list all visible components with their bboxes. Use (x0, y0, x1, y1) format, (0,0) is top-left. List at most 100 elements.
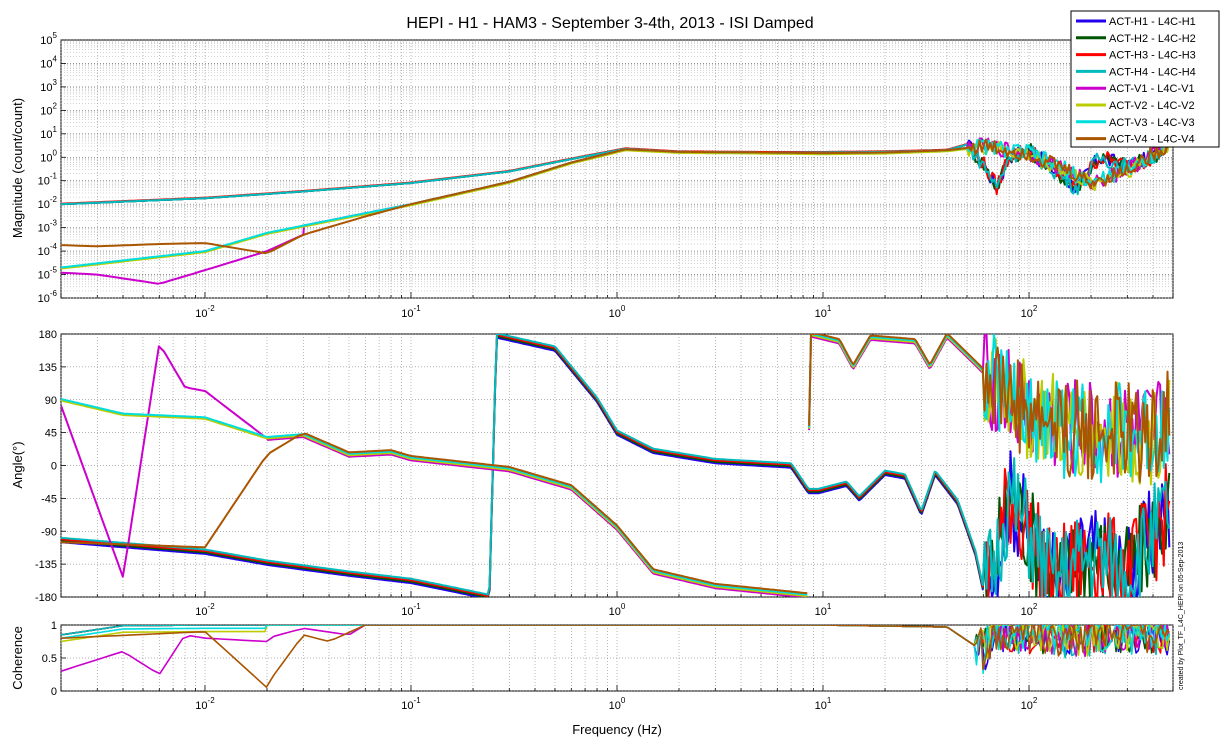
xtick-exponent: 2 (1033, 602, 1038, 611)
ytick-base: 10 (40, 129, 52, 141)
phase-ytick-label: -45 (41, 493, 57, 505)
xtick-exponent: -1 (414, 696, 422, 705)
magnitude-line-8 (61, 138, 1171, 255)
coherence-line-5 (61, 625, 1171, 675)
phase-ytick-label: -180 (35, 592, 57, 604)
ytick-exponent: 2 (53, 101, 58, 110)
xtick-exponent: -2 (208, 696, 216, 705)
xtick-base: 10 (401, 606, 413, 618)
ytick-exponent: 3 (53, 78, 58, 87)
coherence-series-lines (61, 625, 1171, 688)
x-axis-label: Frequency (Hz) (572, 722, 662, 737)
phase-ytick-label: 90 (45, 395, 57, 407)
xtick-base: 10 (609, 606, 621, 618)
creator-note: created by Plot_TF_L4C_HEPI on 05-Sep-20… (1178, 542, 1185, 690)
xtick-exponent: 1 (827, 304, 832, 313)
ytick-exponent: -1 (50, 172, 58, 181)
magnitude-xtick-label: 102 (1021, 304, 1038, 320)
phase-ytick-label: 0 (51, 461, 57, 473)
xtick-exponent: 0 (621, 304, 626, 313)
legend: ACT-H1 - L4C-H1 ACT-H2 - L4C-H2 ACT-H3 - L… (1070, 10, 1220, 148)
xtick-exponent: 0 (621, 602, 626, 611)
legend-label: ACT-V3 - L4C-V3 (1109, 117, 1195, 129)
legend-label: ACT-V4 - L4C-V4 (1109, 134, 1195, 146)
coherence-line-8 (61, 625, 1170, 688)
legend-label: ACT-V1 - L4C-V1 (1109, 83, 1195, 95)
xtick-exponent: 2 (1033, 304, 1038, 313)
magnitude-xtick-label: 10-2 (195, 304, 215, 320)
xtick-base: 10 (195, 606, 207, 618)
xtick-exponent: -1 (414, 304, 422, 313)
ytick-exponent: -4 (50, 242, 58, 251)
ytick-base: 10 (38, 293, 50, 305)
coherence-ylabel: Coherence (10, 626, 25, 690)
ytick-base: 10 (40, 58, 52, 70)
xtick-exponent: 2 (1033, 696, 1038, 705)
ytick-exponent: 0 (53, 148, 58, 157)
ytick-base: 10 (38, 176, 50, 188)
phase-ytick-label: 45 (45, 428, 57, 440)
xtick-base: 10 (815, 606, 827, 618)
ytick-base: 10 (38, 199, 50, 211)
phase-series-lines (61, 334, 1171, 597)
magnitude-xtick-label: 101 (815, 304, 832, 320)
coherence-xtick-label: 10-1 (401, 696, 421, 712)
xtick-base: 10 (609, 308, 621, 320)
ytick-base: 10 (38, 223, 50, 235)
phase-line-8 (61, 334, 1171, 595)
phase-xtick-label: 102 (1021, 602, 1038, 618)
xtick-base: 10 (1021, 700, 1033, 712)
ytick-exponent: 1 (53, 125, 58, 134)
phase-xtick-label: 10-1 (401, 602, 421, 618)
legend-label: ACT-H2 - L4C-H2 (1109, 33, 1196, 45)
phase-xtick-label: 10-2 (195, 602, 215, 618)
magnitude-line-4 (61, 135, 1171, 206)
magnitude-ytick-label: 102 (40, 101, 57, 117)
ytick-base: 10 (40, 82, 52, 94)
magnitude-ytick-label: 10-5 (38, 266, 58, 282)
coherence-xtick-label: 102 (1021, 696, 1038, 712)
xtick-exponent: -2 (208, 602, 216, 611)
phase-ytick-label: -90 (41, 526, 57, 538)
ytick-exponent: 4 (53, 54, 58, 63)
phase-xtick-label: 101 (815, 602, 832, 618)
ytick-base: 10 (40, 105, 52, 117)
coherence-line-6 (61, 625, 1171, 660)
ytick-base: 10 (40, 35, 52, 47)
magnitude-ytick-label: 105 (40, 31, 57, 47)
magnitude-ytick-label: 100 (40, 148, 57, 164)
ytick-base: 10 (40, 152, 52, 164)
legend-label: ACT-H1 - L4C-H1 (1109, 16, 1196, 28)
magnitude-ytick-label: 103 (40, 78, 57, 94)
xtick-base: 10 (815, 308, 827, 320)
phase-ylabel: Angle(°) (10, 441, 25, 488)
phase-xtick-label: 100 (609, 602, 626, 618)
coherence-xtick-label: 10-2 (195, 696, 215, 712)
coherence-ytick-label: 0 (51, 686, 57, 698)
xtick-base: 10 (195, 700, 207, 712)
phase-ytick-label: -135 (35, 559, 57, 571)
ytick-base: 10 (38, 270, 50, 282)
xtick-base: 10 (815, 700, 827, 712)
ytick-exponent: -6 (50, 289, 58, 298)
magnitude-ytick-label: 101 (40, 125, 57, 141)
coherence-xtick-label: 100 (609, 696, 626, 712)
coherence-ytick-label: 0.5 (42, 653, 57, 665)
xtick-base: 10 (401, 308, 413, 320)
magnitude-ylabel: Magnitude (count/count) (10, 98, 25, 238)
magnitude-series-lines (61, 134, 1171, 285)
coherence-ytick-label: 1 (51, 620, 57, 632)
xtick-base: 10 (1021, 606, 1033, 618)
coherence-line-3 (61, 625, 1171, 660)
xtick-base: 10 (195, 308, 207, 320)
phase-ytick-label: 135 (39, 362, 57, 374)
magnitude-xtick-label: 100 (609, 304, 626, 320)
chart-title: HEPI - H1 - HAM3 - September 3-4th, 2013… (406, 15, 813, 32)
phase-ytick-label: 180 (39, 329, 57, 341)
xtick-exponent: 1 (827, 696, 832, 705)
legend-label: ACT-V2 - L4C-V2 (1109, 100, 1195, 112)
xtick-exponent: -1 (414, 602, 422, 611)
legend-label: ACT-H4 - L4C-H4 (1109, 66, 1196, 78)
